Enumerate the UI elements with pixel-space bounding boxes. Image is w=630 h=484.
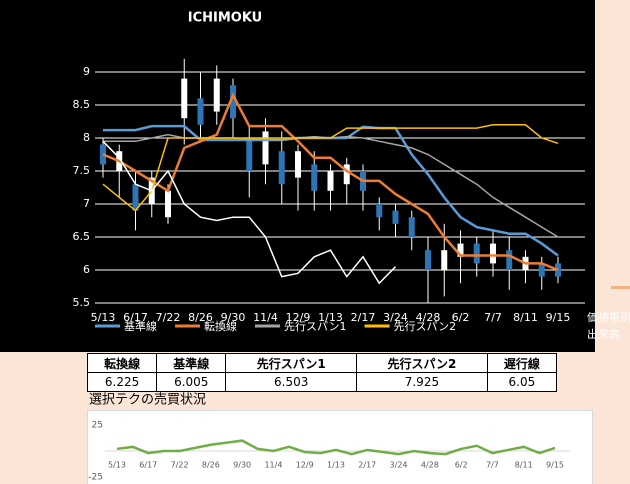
x-tick-label: 9/15 [546, 311, 571, 324]
x-tick-label: 8/26 [202, 461, 220, 470]
candle-body [408, 217, 415, 237]
header-cell: 遅行線 [486, 353, 558, 373]
x-tick-label: 12/9 [286, 311, 311, 324]
legend-label: 転換線 [204, 319, 237, 333]
x-tick-label: 4/28 [421, 461, 439, 470]
series-line [102, 124, 559, 212]
candle-body [392, 210, 399, 224]
x-tick-label: 7/7 [484, 311, 502, 324]
legend-label: 基準線 [124, 319, 157, 333]
x-tick-label: 5/13 [91, 311, 116, 324]
candle-body [278, 151, 285, 185]
x-tick-label: 7/7 [486, 461, 499, 470]
summary-table: 転換線 基準線 先行スパン1 先行スパン2 遅行線 6.225 6.005 6.… [86, 353, 558, 392]
cell: 6.05 [486, 372, 558, 392]
candle-body [457, 243, 464, 257]
cell: 7.925 [356, 372, 488, 392]
table-row: 6.225 6.005 6.503 7.925 6.05 [86, 372, 558, 392]
x-tick-label: 4/28 [416, 311, 441, 324]
x-tick-label: 9/15 [546, 461, 564, 470]
candle-body [262, 131, 269, 165]
x-tick-label: 1/13 [318, 311, 343, 324]
candle-body [295, 151, 301, 178]
header-cell: 先行スパン1 [225, 353, 358, 373]
x-tick-label: 5/13 [108, 461, 126, 470]
side-label: 価格帯別 [587, 310, 630, 324]
header-cell: 転換線 [86, 353, 158, 373]
table-header: 転換線 基準線 先行スパン1 先行スパン2 遅行線 [86, 353, 558, 373]
candle-body [327, 171, 334, 191]
candle-body [376, 204, 383, 218]
legend-label: 先行スパン1 [284, 320, 347, 333]
x-tick-label: 9/30 [233, 461, 251, 470]
header-cell: 基準線 [156, 353, 227, 373]
x-tick-label: 8/26 [188, 311, 213, 324]
x-tick-label: 6/2 [452, 311, 470, 324]
x-tick-label: 3/24 [383, 311, 408, 324]
x-tick-label: 6/17 [123, 311, 148, 324]
cell: 6.225 [86, 372, 158, 392]
candle-body [506, 250, 513, 270]
x-tick-label: 6/17 [139, 461, 157, 470]
candle-body [165, 190, 171, 218]
x-tick-label: 9/30 [221, 311, 246, 324]
candle-body [213, 78, 220, 112]
series-line [102, 92, 559, 272]
x-tick-label: 2/17 [358, 461, 376, 470]
x-tick-label: 7/22 [171, 461, 189, 470]
chart-title: 選択テクの売買状況 [89, 392, 206, 408]
candle-body [343, 164, 350, 185]
side-label: 出来高 [587, 327, 620, 341]
x-tick-label: 11/4 [253, 311, 278, 324]
y-tick-label: -25 [88, 473, 103, 483]
x-tick-label: 12/9 [296, 461, 314, 470]
y-tick-label: 5.5 [73, 296, 91, 309]
x-tick-label: 1/13 [327, 461, 345, 470]
candle-body [197, 98, 204, 125]
series-line [116, 439, 556, 456]
y-tick-label: 7.5 [73, 164, 91, 177]
candle-body [473, 243, 480, 264]
chart-title: ICHIMOKU [188, 11, 262, 26]
candle-body [246, 138, 253, 171]
x-tick-label: 8/11 [513, 311, 538, 324]
candle-body [132, 184, 139, 211]
x-tick-label: 2/17 [351, 311, 376, 324]
legend-label: 先行スパン2 [394, 320, 457, 333]
x-tick-label: 7/22 [156, 311, 181, 324]
y-tick-label: 9 [83, 65, 90, 78]
side-mark [611, 286, 630, 289]
x-tick-label: 3/24 [390, 461, 408, 470]
candle-body [538, 263, 545, 277]
x-tick-label: 11/4 [264, 461, 282, 470]
y-tick-label: 6.5 [73, 230, 91, 243]
candle-body [230, 85, 236, 119]
candle-body [311, 164, 318, 191]
candle-body [181, 78, 188, 119]
ichimoku-chart: ICHIMOKU 価格帯別 出来高 5.5 6 6.5 7 7.5 8 8.5 9 5/13 6/… [0, 0, 630, 352]
x-tick-label: 8/11 [515, 461, 533, 470]
y-tick-label: 8.5 [73, 98, 91, 111]
x-tick-label: 6/2 [455, 461, 468, 470]
chart-panel [87, 410, 593, 484]
candle-body [490, 243, 496, 264]
candle-body [425, 250, 431, 270]
series-line [102, 140, 397, 285]
y-tick-label: 6 [83, 263, 90, 276]
cell: 6.503 [225, 372, 358, 392]
y-tick-label: 8 [83, 131, 90, 144]
y-tick-label: 7 [83, 197, 90, 210]
header-cell: 先行スパン2 [356, 353, 488, 373]
y-tick-label: 25 [92, 421, 103, 431]
cell: 6.005 [156, 372, 227, 392]
candle-body [441, 250, 448, 270]
